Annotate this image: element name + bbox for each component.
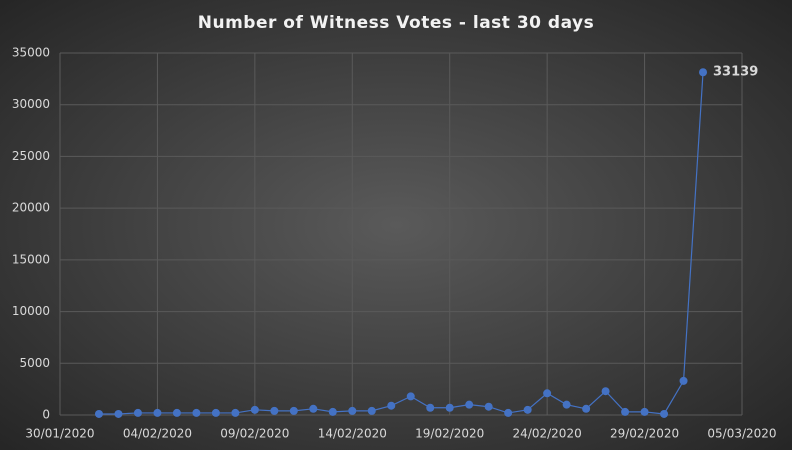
x-tick-label: 09/02/2020 xyxy=(220,427,289,441)
data-point xyxy=(426,403,435,412)
data-point xyxy=(484,402,493,411)
y-tick-label: 20000 xyxy=(12,201,50,215)
data-point xyxy=(328,407,337,416)
data-point xyxy=(562,400,571,409)
y-tick-label: 15000 xyxy=(12,252,50,266)
x-tick-label: 19/02/2020 xyxy=(415,427,484,441)
x-tick-label: 04/02/2020 xyxy=(123,427,192,441)
data-point xyxy=(406,392,415,401)
data-point xyxy=(309,404,318,413)
x-tick-label: 29/02/2020 xyxy=(610,427,679,441)
y-tick-label: 5000 xyxy=(19,356,50,370)
data-point xyxy=(523,405,532,414)
data-point xyxy=(289,406,298,415)
x-tick-label: 14/02/2020 xyxy=(318,427,387,441)
data-point xyxy=(699,68,708,77)
data-point xyxy=(679,376,688,385)
data-point xyxy=(660,409,669,418)
data-point xyxy=(621,407,630,416)
data-point xyxy=(211,408,220,417)
y-tick-label: 30000 xyxy=(12,97,50,111)
data-point xyxy=(172,408,181,417)
y-tick-label: 25000 xyxy=(12,149,50,163)
x-tick-label: 05/03/2020 xyxy=(707,427,776,441)
data-point xyxy=(445,403,454,412)
data-point xyxy=(582,404,591,413)
chart-title: Number of Witness Votes - last 30 days xyxy=(198,13,594,33)
data-point xyxy=(231,408,240,417)
data-point xyxy=(601,387,610,396)
x-tick-label: 30/01/2020 xyxy=(25,427,94,441)
data-label: 33139 xyxy=(713,65,758,80)
data-point xyxy=(504,408,513,417)
data-point xyxy=(94,409,103,418)
data-point xyxy=(348,406,357,415)
data-point xyxy=(153,408,162,417)
x-tick-label: 24/02/2020 xyxy=(513,427,582,441)
data-point xyxy=(114,409,123,418)
data-point xyxy=(192,408,201,417)
y-tick-label: 0 xyxy=(42,408,50,422)
data-point xyxy=(250,405,259,414)
y-tick-label: 35000 xyxy=(12,46,50,60)
data-point xyxy=(387,401,396,410)
data-point xyxy=(543,389,552,398)
data-point xyxy=(270,406,279,415)
data-point xyxy=(640,407,649,416)
data-point xyxy=(465,400,474,409)
data-point xyxy=(367,406,376,415)
y-tick-label: 10000 xyxy=(12,304,50,318)
data-point xyxy=(133,408,142,417)
